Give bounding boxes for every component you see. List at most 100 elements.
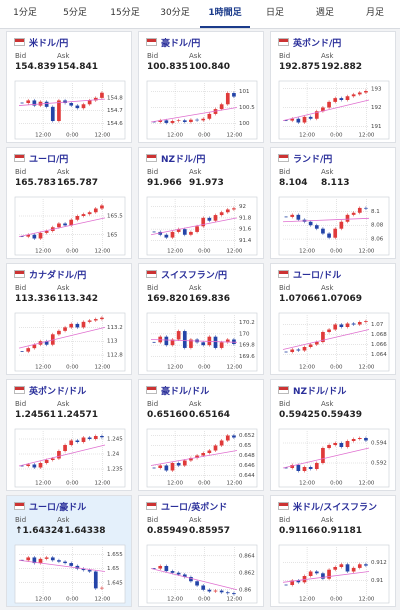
- rate-card[interactable]: 米ドル/円 Bid Ask 154.839 154.841 154.8 154.7 154.6…: [6, 31, 132, 143]
- bid-label: Bid: [279, 168, 291, 176]
- pair-name[interactable]: 豪ドル/ドル: [161, 387, 210, 397]
- ask-label: Ask: [57, 400, 70, 408]
- bid-value: 0.59425: [279, 410, 320, 420]
- x-tick-label: 12:00: [167, 133, 183, 139]
- moving-average: [18, 559, 106, 572]
- candle: [345, 564, 350, 572]
- rate-card[interactable]: スイスフラン/円 Bid Ask 169.820 169.836 170.2 170 169.…: [138, 263, 264, 375]
- rate-card[interactable]: 豪ドル/ドル Bid Ask 0.65160 0.65164 0.652 0.65 0.648…: [138, 379, 264, 491]
- moving-average: [18, 326, 106, 349]
- candle: [345, 323, 350, 327]
- ask-label: Ask: [321, 168, 334, 176]
- pair-name[interactable]: ユーロ/英ポンド: [161, 503, 228, 513]
- candle: [207, 589, 212, 592]
- moving-average: [150, 107, 238, 123]
- flag-icon: [278, 38, 289, 46]
- candle: [75, 216, 80, 220]
- tab[interactable]: 15分足: [110, 8, 140, 18]
- pair-name[interactable]: 米ドル/円: [29, 39, 69, 49]
- bid-value: 0.65160: [147, 410, 188, 420]
- rate-card[interactable]: カナダドル/円 Bid Ask 113.336 113.342 113.2 113 112.8…: [6, 263, 132, 375]
- candle: [164, 234, 169, 238]
- candle: [364, 207, 368, 209]
- mini-chart: 0.652 0.65 0.648 0.646 0.644 12:00 0:00 12:00: [146, 428, 258, 488]
- tab[interactable]: 日足: [265, 8, 284, 18]
- x-tick-label: 12:00: [94, 133, 110, 139]
- pair-name[interactable]: 英ポンド/円: [293, 39, 342, 49]
- bid-value: ↑1.64324: [15, 526, 64, 536]
- y-tick-label: 165.5: [107, 214, 123, 220]
- tab[interactable]: 月足: [365, 8, 384, 18]
- tab[interactable]: 週足: [315, 8, 334, 18]
- pair-name[interactable]: 英ポンド/ドル: [29, 387, 87, 397]
- rate-card[interactable]: ユーロ/円 Bid Ask 165.783 165.787 165.5 165 12:00 0:…: [6, 147, 132, 259]
- x-tick-label: 0:00: [330, 365, 343, 371]
- ask-label: Ask: [189, 284, 202, 292]
- y-tick-label: 170.2: [239, 320, 255, 326]
- ask-label: Ask: [57, 52, 70, 60]
- candle: [195, 581, 199, 586]
- rate-card[interactable]: 豪ドル/円 Bid Ask 100.835 100.840 101 100.5 100 12:0…: [138, 31, 264, 143]
- candle: [207, 336, 212, 346]
- candle: [314, 463, 319, 469]
- tab[interactable]: 1時間足: [200, 0, 250, 28]
- rate-card[interactable]: NZドル/ドル Bid Ask 0.59425 0.59439 0.594 0.592 12:…: [270, 379, 396, 491]
- tab[interactable]: 30分足: [160, 8, 190, 18]
- candle: [50, 334, 55, 345]
- y-tick-label: 0.594: [371, 441, 387, 447]
- pair-name[interactable]: NZドル/円: [161, 155, 206, 165]
- candle: [308, 571, 313, 576]
- candle: [357, 438, 362, 439]
- pair-name[interactable]: ユーロ/ドル: [293, 271, 342, 281]
- rate-card[interactable]: ユーロ/英ポンド Bid Ask 0.85949 0.85957 0.864 0.862 0.…: [138, 495, 264, 607]
- candle: [351, 212, 356, 215]
- pair-name[interactable]: ユーロ/豪ドル: [29, 503, 87, 513]
- rate-card[interactable]: ユーロ/ドル Bid Ask 1.07066 1.07069 1.07 1.068 1.066…: [270, 263, 396, 375]
- x-tick-label: 0:00: [198, 133, 211, 139]
- flag-icon: [146, 154, 157, 162]
- ask-value: 0.65164: [189, 410, 230, 420]
- rate-card[interactable]: ランド/円 Bid Ask 8.104 8.113 8.1 8.08 8.06 12:00 0:0…: [270, 147, 396, 259]
- candle: [351, 323, 356, 325]
- y-tick-label: 1.65: [107, 566, 120, 572]
- rate-card[interactable]: ユーロ/豪ドル Bid Ask ↑1.64324 ↑1.64338 1.655 1.65 1.…: [6, 495, 132, 607]
- bid-label: Bid: [15, 284, 27, 292]
- candle: [333, 443, 338, 445]
- pair-name[interactable]: ランド/円: [293, 155, 333, 165]
- candle: [314, 342, 319, 345]
- bid-label: Bid: [147, 168, 159, 176]
- y-tick-label: 8.1: [371, 209, 380, 215]
- pair-name[interactable]: NZドル/ドル: [293, 387, 347, 397]
- tab[interactable]: 5分足: [63, 8, 87, 18]
- pair-name[interactable]: 豪ドル/円: [161, 39, 201, 49]
- candle: [93, 319, 98, 321]
- chart-frame: [278, 312, 390, 372]
- candle: [232, 208, 236, 210]
- rate-card[interactable]: 英ポンド/ドル Bid Ask 1.24561 1.24571 1.245 1.24 1.23…: [6, 379, 132, 491]
- y-tick-label: 113.2: [107, 325, 123, 331]
- x-tick-label: 12:00: [226, 133, 242, 139]
- candle: [32, 464, 37, 468]
- y-tick-label: 165: [107, 232, 118, 238]
- candle: [357, 207, 362, 213]
- candle: [189, 577, 193, 582]
- rate-card[interactable]: NZドル/円 Bid Ask 91.966 91.973 92 91.8 91.6 91.4 12…: [138, 147, 264, 259]
- x-tick-label: 12:00: [358, 481, 374, 487]
- pair-name[interactable]: 米ドル/スイスフラン: [293, 503, 378, 513]
- candle: [182, 460, 187, 466]
- y-tick-label: 1.245: [107, 437, 123, 443]
- rate-card[interactable]: 米ドル/スイスフラン Bid Ask 0.91166 0.91181 0.912 0.91 1…: [270, 495, 396, 607]
- flag-icon: [14, 502, 25, 510]
- tab[interactable]: 1分足: [13, 8, 37, 18]
- rate-card[interactable]: 英ポンド/円 Bid Ask 192.875 192.882 193 192 191 12:00…: [270, 31, 396, 143]
- pair-name[interactable]: スイスフラン/円: [161, 271, 228, 281]
- candle: [333, 98, 338, 102]
- y-tick-label: 0.864: [239, 553, 255, 559]
- pair-name[interactable]: ユーロ/円: [29, 155, 69, 165]
- candle: [364, 438, 368, 441]
- x-tick-label: 0:00: [66, 249, 79, 255]
- pair-name[interactable]: カナダドル/円: [29, 271, 87, 281]
- candle: [207, 113, 212, 119]
- y-tick-label: 1.655: [107, 552, 123, 558]
- x-tick-label: 12:00: [226, 365, 242, 371]
